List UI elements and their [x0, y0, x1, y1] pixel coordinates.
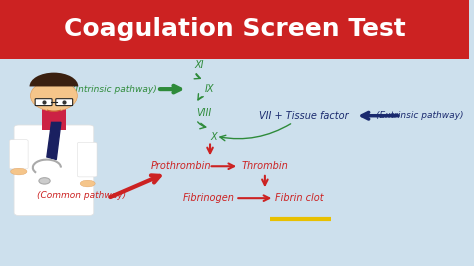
Text: Fibrinogen: Fibrinogen	[182, 193, 235, 203]
FancyBboxPatch shape	[35, 99, 52, 106]
Text: Prothrombin: Prothrombin	[150, 161, 211, 171]
Text: X: X	[210, 132, 217, 142]
Text: (Intrinsic pathway): (Intrinsic pathway)	[73, 85, 157, 94]
Ellipse shape	[80, 180, 95, 187]
Text: Coagulation Screen Test: Coagulation Screen Test	[64, 17, 405, 41]
Text: XII: XII	[185, 36, 198, 46]
FancyBboxPatch shape	[9, 140, 28, 169]
Polygon shape	[47, 122, 61, 160]
Ellipse shape	[10, 168, 27, 175]
Ellipse shape	[30, 81, 77, 111]
Text: (Extrinsic pathway): (Extrinsic pathway)	[376, 111, 464, 120]
FancyBboxPatch shape	[77, 142, 97, 177]
Wedge shape	[29, 73, 78, 86]
Text: Thrombin: Thrombin	[242, 161, 288, 171]
Text: (Common pathway): (Common pathway)	[37, 191, 127, 200]
Circle shape	[39, 178, 50, 184]
Text: VII + Tissue factor: VII + Tissue factor	[259, 111, 348, 121]
Text: IX: IX	[204, 84, 214, 94]
FancyBboxPatch shape	[14, 125, 94, 215]
Text: Fibrin clot: Fibrin clot	[275, 193, 323, 203]
FancyBboxPatch shape	[56, 99, 73, 106]
FancyBboxPatch shape	[0, 0, 469, 59]
Text: XI: XI	[194, 60, 204, 70]
Text: VIII: VIII	[196, 108, 211, 118]
FancyBboxPatch shape	[42, 109, 65, 130]
